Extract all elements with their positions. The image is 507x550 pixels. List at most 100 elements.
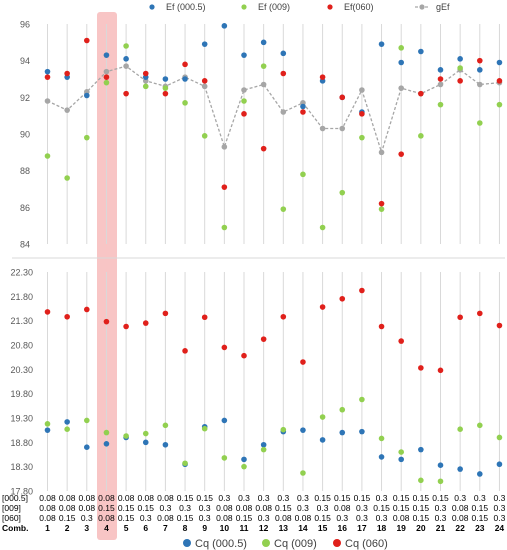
combination-number: 14 <box>298 523 308 533</box>
combination-number: 8 <box>183 523 188 533</box>
table-cell: 0.15 <box>432 493 449 503</box>
top-data-point <box>142 70 149 77</box>
bottom-data-point <box>437 367 444 374</box>
table-cell: 0.3 <box>238 493 250 503</box>
bottom-data-point <box>103 429 110 436</box>
table-cell: 0.3 <box>494 503 506 513</box>
top-data-point <box>103 74 110 80</box>
top-panel-grid <box>47 24 500 244</box>
table-cell: 0.3 <box>356 503 368 513</box>
table-cell: 0.3 <box>81 513 93 523</box>
table-cell: 0.15 <box>314 493 331 503</box>
bottom-data-point <box>123 433 129 439</box>
table-cell: 0.3 <box>317 503 329 513</box>
table-cell: 0.08 <box>157 493 174 503</box>
top-data-point <box>300 109 306 115</box>
combination-number: 24 <box>495 523 505 533</box>
bottom-data-point <box>221 344 228 351</box>
bottom-data-point <box>221 417 228 424</box>
table-cell: 0.15 <box>177 513 194 523</box>
top-data-point <box>162 85 169 91</box>
table-cell: 0.15 <box>118 503 135 513</box>
bottom-data-point <box>64 426 70 432</box>
top-data-point <box>457 78 463 84</box>
bottom-data-point <box>142 430 149 437</box>
legend-marker <box>241 4 247 10</box>
legend-marker <box>149 4 155 10</box>
top-y-axis: 84 86 88 90 92 94 96 <box>20 20 30 250</box>
top-data-point <box>142 83 149 90</box>
bottom-data-point <box>359 396 365 403</box>
top-data-point <box>457 56 463 62</box>
bottom-data-point <box>339 429 346 436</box>
bottom-data-point <box>477 422 483 429</box>
table-row-label: [009] <box>2 503 21 513</box>
top-data-point <box>477 57 483 64</box>
bottom-y-tick-label: 21.80 <box>10 292 33 302</box>
bottom-data-point <box>496 322 503 329</box>
top-data-point <box>260 145 267 152</box>
table-cell: 0.15 <box>137 503 154 513</box>
top-data-point <box>221 144 228 150</box>
top-data-point <box>378 206 385 212</box>
top-data-point <box>260 63 267 69</box>
legend-label: Ef (000.5) <box>166 2 206 12</box>
top-data-point <box>241 87 247 93</box>
legend-marker <box>419 4 425 10</box>
top-data-point <box>437 76 444 82</box>
bottom-data-point <box>44 427 51 433</box>
top-data-point <box>182 61 188 68</box>
top-data-point <box>437 101 444 108</box>
top-data-point <box>221 184 228 190</box>
table-cell: 0.08 <box>295 513 312 523</box>
bottom-y-tick-label: 18.30 <box>10 462 33 472</box>
bottom-data-point <box>201 425 208 432</box>
table-cell: 0.3 <box>435 503 447 513</box>
top-data-point <box>260 81 267 88</box>
bottom-data-point <box>457 314 463 321</box>
bottom-data-point <box>241 463 247 470</box>
top-data-point <box>103 52 110 58</box>
top-data-point <box>418 133 424 139</box>
top-data-point <box>280 70 287 77</box>
bottom-data-point <box>280 313 287 320</box>
top-data-point <box>496 101 503 108</box>
top-data-point <box>398 59 405 66</box>
bottom-data-point <box>359 428 365 435</box>
table-cell: 0.08 <box>157 513 174 523</box>
bottom-panel-grid <box>12 257 505 491</box>
top-data-point <box>64 70 70 77</box>
legend-label: Ef (009) <box>258 2 290 12</box>
table-cell: 0.15 <box>98 503 115 513</box>
top-data-point <box>84 92 90 99</box>
legend-label: Ef(060) <box>344 2 374 12</box>
top-data-point <box>123 56 129 62</box>
top-data-point <box>418 48 424 55</box>
bottom-data-point <box>84 417 90 424</box>
table-cell: 0.15 <box>59 513 76 523</box>
top-y-tick-label: 88 <box>20 166 30 176</box>
bottom-y-tick-label: 21.30 <box>10 316 33 326</box>
bottom-data-point <box>103 318 110 325</box>
bottom-data-point <box>398 449 405 455</box>
top-data-point <box>44 68 51 75</box>
bottom-data-point <box>457 466 463 472</box>
legend-marker <box>183 539 191 547</box>
bottom-data-point <box>84 306 90 313</box>
bottom-data-point <box>437 462 444 469</box>
table-cell: 0.3 <box>199 513 211 523</box>
bottom-data-point <box>378 454 385 460</box>
top-data-point <box>241 98 247 104</box>
top-data-point <box>319 74 326 80</box>
top-data-point <box>437 81 444 88</box>
bottom-data-point <box>260 441 267 448</box>
bottom-y-tick-label: 19.30 <box>10 414 33 424</box>
combination-number: 20 <box>416 523 426 533</box>
table-cell: 0.08 <box>39 513 56 523</box>
bottom-data-point <box>418 477 424 484</box>
table-cell: 0.3 <box>376 493 388 503</box>
bottom-data-point <box>418 365 424 371</box>
table-cell: 0.08 <box>39 493 56 503</box>
top-data-point <box>300 171 306 178</box>
